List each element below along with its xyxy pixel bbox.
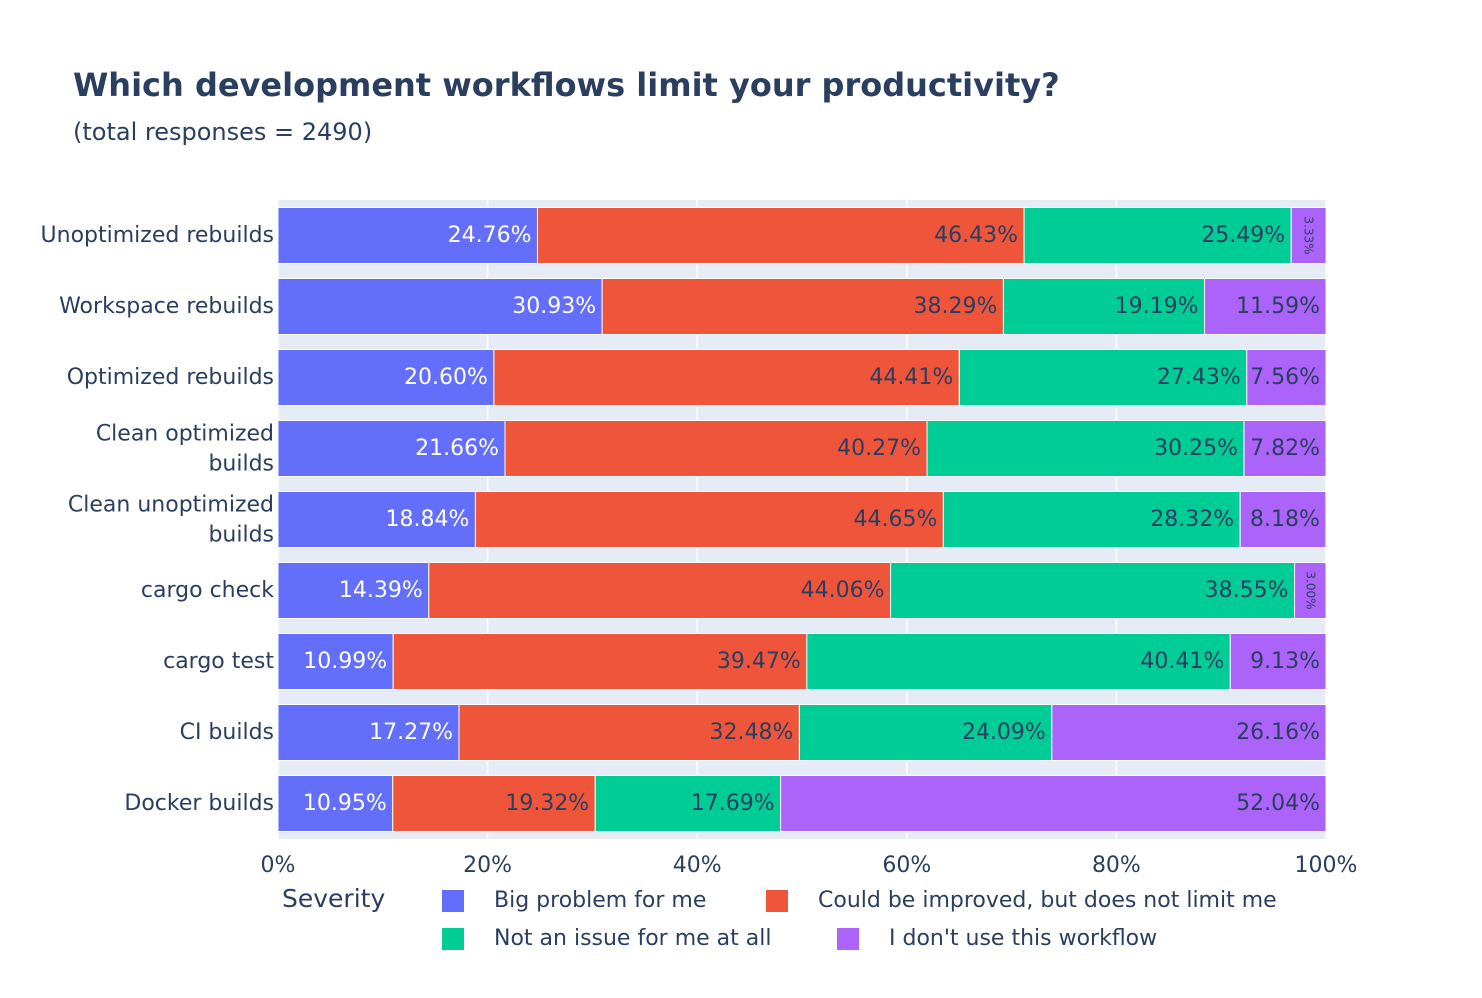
x-tick-label: 20% — [463, 853, 512, 878]
data-label: 39.47% — [717, 649, 801, 674]
data-label: 44.06% — [801, 578, 885, 603]
legend-item[interactable]: I don't use this workflow — [837, 926, 1157, 951]
data-label: 3.33% — [1302, 216, 1316, 254]
x-tick-label: 100% — [1295, 853, 1358, 878]
data-label: 25.49% — [1201, 223, 1285, 248]
y-tick-label: Docker builds — [124, 791, 274, 816]
data-label: 26.16% — [1236, 720, 1320, 745]
y-tick-label: cargo test — [163, 649, 274, 674]
data-label: 20.60% — [404, 365, 488, 390]
data-label: 11.59% — [1236, 294, 1320, 319]
bar — [1229, 633, 1327, 690]
legend-item[interactable]: Not an issue for me at all — [442, 926, 771, 951]
legend: Severity Big problem for me Could be impr… — [282, 880, 1342, 960]
x-tick-label: 40% — [673, 853, 722, 878]
data-label: 9.13% — [1250, 649, 1320, 674]
bar — [594, 775, 782, 832]
data-label: 14.39% — [339, 578, 423, 603]
data-label: 30.93% — [512, 294, 596, 319]
bar — [277, 278, 603, 335]
bar — [1290, 207, 1327, 264]
y-tick-label: Clean optimized builds — [96, 422, 274, 477]
bar — [493, 349, 960, 406]
bar — [1023, 207, 1292, 264]
data-label: 27.43% — [1157, 365, 1241, 390]
data-label: 38.29% — [914, 294, 998, 319]
chart-title: Which development workflows limit your p… — [73, 66, 1060, 104]
bar — [392, 633, 808, 690]
bar — [474, 491, 944, 548]
bar — [458, 704, 800, 761]
data-label: 19.32% — [505, 791, 589, 816]
legend-label: Big problem for me — [494, 888, 707, 913]
y-tick-label: Workspace rebuilds — [59, 294, 274, 319]
data-label: 40.41% — [1140, 649, 1224, 674]
legend-label: I don't use this workflow — [889, 926, 1158, 951]
bar — [942, 491, 1241, 548]
data-label: 21.66% — [415, 436, 499, 461]
bar — [1246, 349, 1327, 406]
legend-swatch — [766, 889, 788, 912]
legend-swatch — [442, 889, 464, 912]
bar — [277, 207, 538, 264]
legend-item[interactable]: Big problem for me — [442, 888, 706, 913]
y-tick-label: CI builds — [180, 720, 274, 745]
data-label: 38.55% — [1205, 578, 1289, 603]
bar — [277, 349, 495, 406]
data-label: 32.48% — [709, 720, 793, 745]
data-label: 44.65% — [853, 507, 937, 532]
bar — [277, 420, 506, 477]
legend-title: Severity — [282, 884, 386, 913]
bar — [1204, 278, 1327, 335]
y-tick-label: cargo check — [141, 578, 274, 603]
bar — [780, 775, 1327, 832]
bar — [277, 704, 460, 761]
bar — [1002, 278, 1206, 335]
legend-swatch — [837, 927, 859, 950]
bar — [958, 349, 1248, 406]
bar — [277, 775, 394, 832]
data-label: 52.04% — [1236, 791, 1320, 816]
data-label: 30.25% — [1154, 436, 1238, 461]
bar — [890, 562, 1296, 619]
y-tick-label: Unoptimized rebuilds — [41, 223, 274, 248]
legend-item[interactable]: Could be improved, but does not limit me — [766, 888, 1277, 913]
bar — [1051, 704, 1327, 761]
bar — [277, 562, 430, 619]
data-label: 10.95% — [303, 791, 387, 816]
legend-label: Could be improved, but does not limit me — [818, 888, 1277, 913]
bar — [601, 278, 1004, 335]
data-label: 17.69% — [691, 791, 775, 816]
data-label: 40.27% — [837, 436, 921, 461]
y-tick-label: Clean unoptimized builds — [68, 493, 274, 548]
data-label: 19.19% — [1115, 294, 1199, 319]
x-tick-label: 60% — [882, 853, 931, 878]
bar — [1243, 420, 1327, 477]
bar — [1294, 562, 1327, 619]
legend-swatch — [442, 927, 464, 950]
data-label: 8.18% — [1250, 507, 1320, 532]
bar — [806, 633, 1231, 690]
data-label: 24.09% — [962, 720, 1046, 745]
y-tick-label: Optimized rebuilds — [67, 365, 274, 390]
data-label: 10.99% — [303, 649, 387, 674]
x-tick-label: 0% — [261, 853, 296, 878]
x-tick-label: 80% — [1092, 853, 1141, 878]
data-label: 18.84% — [386, 507, 470, 532]
data-label: 7.56% — [1250, 365, 1320, 390]
bar — [926, 420, 1245, 477]
data-label: 28.32% — [1150, 507, 1234, 532]
data-label: 24.76% — [448, 223, 532, 248]
data-label: 3.00% — [1303, 571, 1317, 609]
bar — [504, 420, 928, 477]
chart-subtitle: (total responses = 2490) — [73, 118, 373, 146]
bar — [1239, 491, 1327, 548]
data-label: 46.43% — [934, 223, 1018, 248]
bar — [277, 491, 476, 548]
data-label: 44.41% — [869, 365, 953, 390]
data-label: 7.82% — [1250, 436, 1320, 461]
legend-label: Not an issue for me at all — [494, 926, 772, 951]
data-label: 17.27% — [369, 720, 453, 745]
